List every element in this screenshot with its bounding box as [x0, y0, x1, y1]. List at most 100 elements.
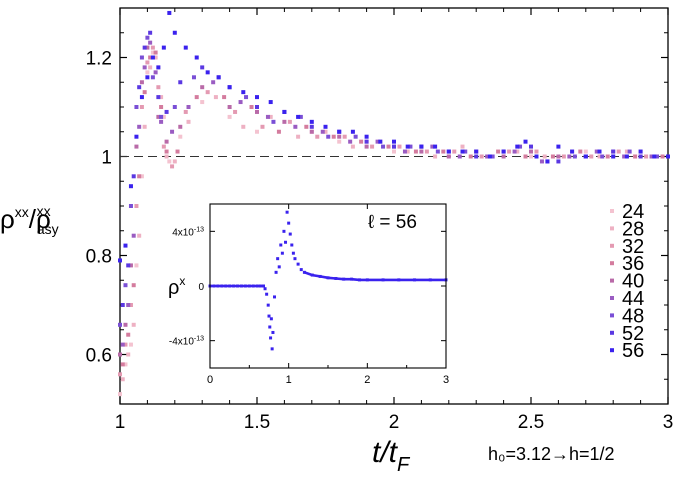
- data-point-40: [156, 114, 161, 119]
- data-point-32: [260, 124, 265, 129]
- data-point-32: [205, 90, 210, 95]
- inset-data-point: [282, 229, 286, 233]
- data-point-48: [150, 75, 155, 80]
- legend-marker-24: [610, 209, 614, 213]
- data-point-56: [296, 114, 301, 119]
- data-point-36: [413, 149, 418, 154]
- data-point-48: [139, 55, 144, 60]
- data-point-56: [652, 154, 657, 159]
- data-point-56: [474, 149, 479, 154]
- data-point-36: [276, 129, 281, 134]
- data-point-32: [287, 119, 292, 124]
- data-point-40: [255, 109, 259, 114]
- data-point-28: [350, 144, 355, 149]
- inset-data-point: [293, 257, 297, 261]
- data-point-32: [156, 85, 161, 90]
- data-point-56: [638, 149, 643, 154]
- data-point-36: [137, 174, 142, 179]
- legend-label-24: 24: [622, 201, 644, 223]
- data-point-36: [175, 149, 180, 154]
- data-point-40: [164, 139, 169, 144]
- data-point-32: [507, 149, 512, 154]
- data-point-36: [142, 90, 147, 95]
- data-point-52: [156, 95, 161, 100]
- data-point-52: [255, 105, 259, 109]
- data-point-48: [298, 114, 303, 119]
- inset-data-point: [273, 295, 277, 299]
- data-point-40: [118, 352, 122, 357]
- data-point-56: [515, 144, 520, 149]
- data-point-56: [501, 149, 506, 154]
- data-point-44: [375, 139, 380, 144]
- data-point-40: [446, 154, 451, 159]
- data-point-32: [644, 154, 649, 159]
- data-point-52: [137, 85, 142, 90]
- legend-marker-44: [610, 296, 614, 300]
- data-point-36: [359, 139, 364, 144]
- data-point-40: [556, 154, 561, 159]
- data-point-44: [402, 149, 407, 154]
- data-point-44: [238, 100, 243, 105]
- data-point-28: [296, 134, 301, 139]
- data-point-52: [126, 263, 131, 268]
- inset-data-point: [270, 347, 274, 351]
- data-point-24: [583, 149, 588, 154]
- data-point-24: [139, 174, 144, 179]
- data-point-44: [485, 154, 490, 159]
- data-point-36: [164, 149, 169, 154]
- data-point-40: [529, 149, 533, 154]
- data-point-56: [487, 154, 492, 159]
- data-point-24: [118, 392, 122, 397]
- legend-marker-36: [610, 261, 614, 266]
- data-point-44: [131, 233, 136, 238]
- data-point-44: [142, 65, 147, 70]
- data-point-44: [320, 129, 325, 134]
- data-point-28: [137, 233, 142, 238]
- data-point-36: [496, 149, 501, 154]
- data-point-24: [123, 362, 128, 367]
- data-point-56: [150, 55, 155, 60]
- data-point-56: [392, 139, 396, 144]
- data-point-24: [161, 114, 166, 119]
- data-point-28: [405, 149, 410, 154]
- data-point-44: [211, 80, 216, 85]
- data-point-24: [529, 154, 533, 159]
- inset-data-point: [280, 251, 284, 255]
- data-point-24: [178, 134, 183, 139]
- data-point-32: [170, 164, 175, 169]
- main-x-tick-label: 1: [115, 412, 126, 433]
- data-point-56: [534, 154, 539, 159]
- data-point-28: [142, 124, 147, 129]
- data-point-44: [293, 124, 298, 129]
- data-point-56: [337, 129, 342, 134]
- main-y-axis-label: ρxx/ρasyxx: [0, 203, 59, 237]
- data-point-40: [123, 322, 128, 327]
- inset-series-points: [208, 210, 448, 351]
- data-point-52: [200, 65, 205, 70]
- data-point-40: [419, 149, 424, 154]
- data-point-56: [323, 124, 328, 129]
- data-point-44: [430, 144, 435, 149]
- inset-x-tick-label: 1: [286, 374, 292, 386]
- data-point-56: [624, 154, 629, 159]
- data-point-36: [131, 283, 136, 288]
- data-point-52: [142, 45, 147, 50]
- data-point-48: [172, 105, 177, 109]
- data-point-44: [348, 139, 353, 144]
- legend-label-44: 44: [622, 288, 644, 310]
- data-point-52: [148, 30, 153, 35]
- data-point-36: [153, 50, 158, 55]
- inset-plot-frame: [209, 203, 447, 369]
- inset-data-point: [266, 303, 270, 307]
- data-point-44: [594, 149, 599, 154]
- data-point-32: [128, 303, 133, 307]
- inset-data-point: [263, 287, 267, 291]
- data-point-48: [490, 154, 495, 159]
- data-point-36: [468, 154, 473, 159]
- data-point-56: [583, 154, 588, 159]
- legend-marker-56: [610, 348, 614, 353]
- data-point-32: [315, 134, 320, 139]
- data-point-52: [556, 159, 561, 164]
- data-point-48: [463, 149, 468, 154]
